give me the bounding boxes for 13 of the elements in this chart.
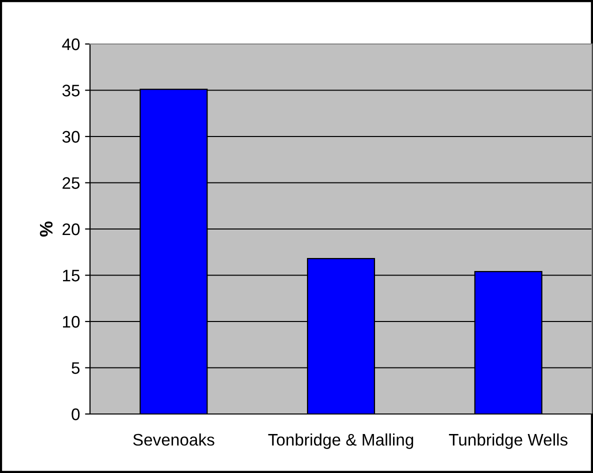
y-tick-label: 40 xyxy=(62,38,80,50)
y-tick-label: 0 xyxy=(72,408,80,420)
y-tick-label: 5 xyxy=(72,362,80,374)
y-tick-label: 30 xyxy=(62,130,80,143)
y-tick-label: 35 xyxy=(62,84,80,96)
x-tick-label: Sevenoaks xyxy=(133,433,214,446)
y-tick-label: 10 xyxy=(63,316,80,328)
y-tick-label: 20 xyxy=(62,223,80,236)
y-axis-title: % xyxy=(40,221,53,237)
x-tick-label: Tunbridge Wells xyxy=(448,433,568,449)
x-tick-label: Tonbridge & Malling xyxy=(268,433,414,449)
y-tick-label: 25 xyxy=(62,177,80,189)
y-tick-label: 15 xyxy=(63,270,80,282)
